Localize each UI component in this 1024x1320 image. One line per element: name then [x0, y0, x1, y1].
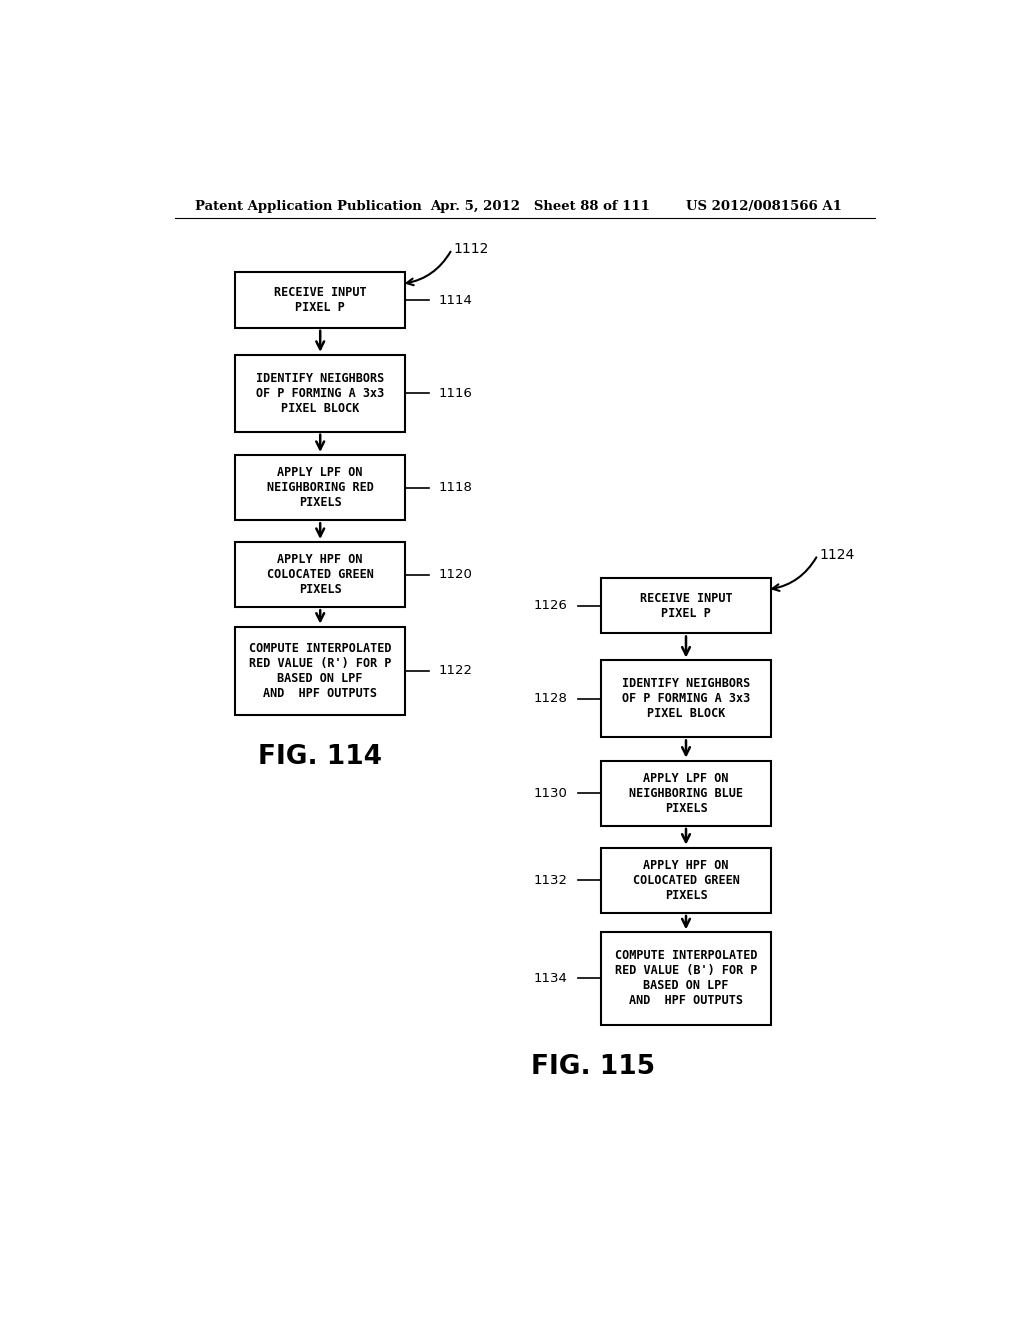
- Bar: [234, 543, 406, 607]
- Bar: [601, 760, 771, 826]
- Text: APPLY HPF ON
COLOCATED GREEN
PIXELS: APPLY HPF ON COLOCATED GREEN PIXELS: [633, 859, 739, 902]
- Text: 1112: 1112: [454, 243, 488, 256]
- Text: 1118: 1118: [438, 480, 473, 494]
- Text: RECEIVE INPUT
PIXEL P: RECEIVE INPUT PIXEL P: [273, 286, 367, 314]
- Text: IDENTIFY NEIGHBORS
OF P FORMING A 3x3
PIXEL BLOCK: IDENTIFY NEIGHBORS OF P FORMING A 3x3 PI…: [622, 677, 751, 721]
- Bar: [601, 847, 771, 913]
- Text: Apr. 5, 2012   Sheet 88 of 111: Apr. 5, 2012 Sheet 88 of 111: [430, 199, 650, 213]
- Text: COMPUTE INTERPOLATED
RED VALUE (B') FOR P
BASED ON LPF
AND  HPF OUTPUTS: COMPUTE INTERPOLATED RED VALUE (B') FOR …: [614, 949, 758, 1007]
- Text: 1124: 1124: [819, 548, 855, 562]
- Text: US 2012/0081566 A1: US 2012/0081566 A1: [686, 199, 842, 213]
- Text: FIG. 114: FIG. 114: [258, 744, 382, 771]
- Text: 1132: 1132: [534, 874, 567, 887]
- Text: 1134: 1134: [534, 972, 567, 985]
- Text: RECEIVE INPUT
PIXEL P: RECEIVE INPUT PIXEL P: [640, 591, 732, 620]
- Bar: [234, 627, 406, 715]
- Text: 1114: 1114: [438, 293, 473, 306]
- Bar: [234, 272, 406, 327]
- Text: APPLY LPF ON
NEIGHBORING BLUE
PIXELS: APPLY LPF ON NEIGHBORING BLUE PIXELS: [629, 772, 743, 814]
- Text: 1128: 1128: [534, 693, 567, 705]
- Bar: [601, 660, 771, 738]
- Text: 1130: 1130: [534, 787, 567, 800]
- Text: 1116: 1116: [438, 387, 473, 400]
- Text: APPLY HPF ON
COLOCATED GREEN
PIXELS: APPLY HPF ON COLOCATED GREEN PIXELS: [267, 553, 374, 597]
- Text: 1122: 1122: [438, 664, 473, 677]
- Text: 1120: 1120: [438, 568, 473, 581]
- Text: FIG. 115: FIG. 115: [530, 1053, 655, 1080]
- Bar: [601, 932, 771, 1024]
- Text: IDENTIFY NEIGHBORS
OF P FORMING A 3x3
PIXEL BLOCK: IDENTIFY NEIGHBORS OF P FORMING A 3x3 PI…: [256, 372, 384, 414]
- Text: Patent Application Publication: Patent Application Publication: [196, 199, 422, 213]
- Bar: [234, 455, 406, 520]
- Text: 1126: 1126: [534, 599, 567, 612]
- Text: APPLY LPF ON
NEIGHBORING RED
PIXELS: APPLY LPF ON NEIGHBORING RED PIXELS: [267, 466, 374, 510]
- Bar: [234, 355, 406, 432]
- Text: COMPUTE INTERPOLATED
RED VALUE (R') FOR P
BASED ON LPF
AND  HPF OUTPUTS: COMPUTE INTERPOLATED RED VALUE (R') FOR …: [249, 642, 391, 700]
- Bar: [601, 578, 771, 634]
